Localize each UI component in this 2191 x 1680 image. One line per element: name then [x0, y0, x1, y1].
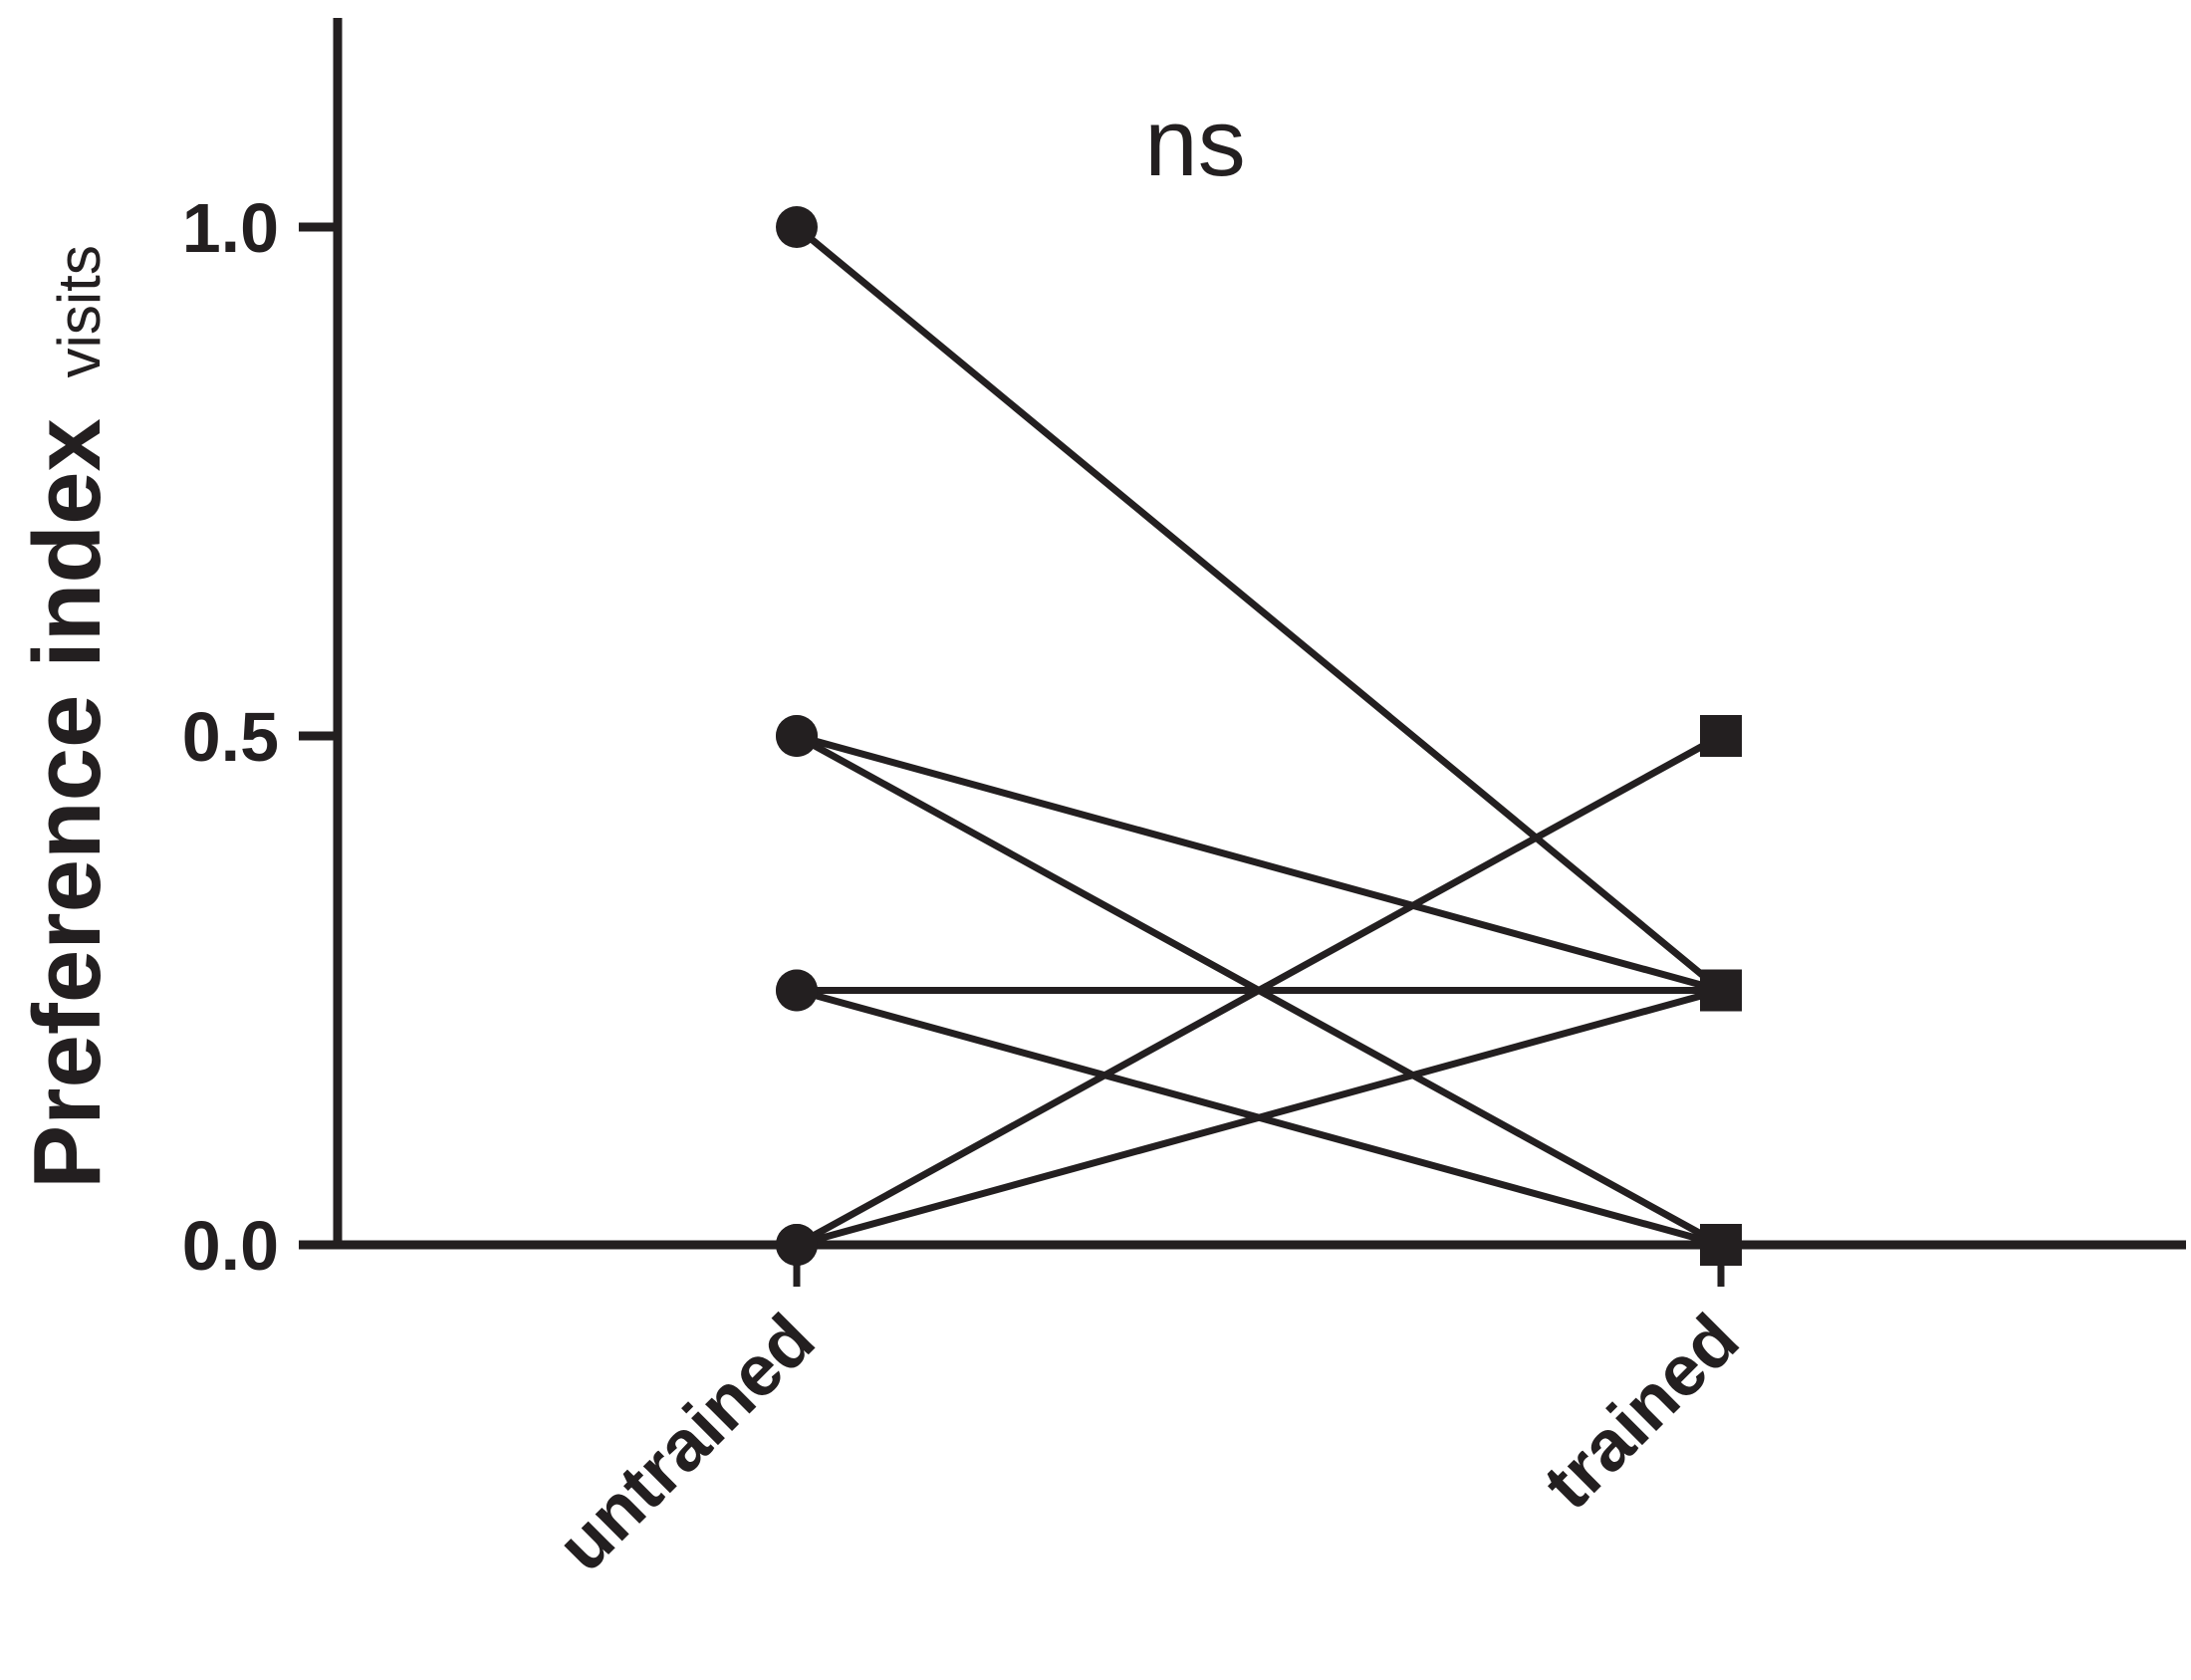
- data-markers: [776, 206, 1742, 1266]
- axes: [299, 18, 2186, 1250]
- untrained-point-0: [776, 206, 818, 248]
- trained-point-6: [1700, 969, 1742, 1012]
- x-ticks: untrained trained: [543, 1245, 1754, 1587]
- y-tick-label-0: 0.0: [182, 1207, 279, 1285]
- untrained-point-7: [776, 1224, 818, 1266]
- pair-line-6: [793, 987, 1725, 1249]
- untrained-point-2: [776, 715, 818, 757]
- y-axis-title-subscript: visits: [46, 245, 113, 377]
- x-tick-label-untrained: untrained: [543, 1300, 831, 1587]
- y-ticks: 0.0 0.5 1.0: [182, 189, 338, 1285]
- pair-line-1: [793, 732, 1725, 994]
- y-tick-label-1: 0.5: [182, 698, 279, 776]
- significance-annotation: ns: [1144, 90, 1245, 196]
- y-tick-label-2: 1.0: [182, 189, 279, 267]
- y-axis-title-main: Preference index: [14, 418, 121, 1189]
- pair-line-0: [793, 223, 1725, 994]
- trained-point-7: [1700, 1224, 1742, 1266]
- untrained-point-4: [776, 969, 818, 1012]
- trained-point-5: [1700, 715, 1742, 757]
- pair-line-5: [793, 732, 1725, 1249]
- series-lines: [793, 223, 1725, 1249]
- x-tick-label-trained: trained: [1529, 1300, 1754, 1525]
- y-axis-title: Preference index visits: [14, 245, 121, 1189]
